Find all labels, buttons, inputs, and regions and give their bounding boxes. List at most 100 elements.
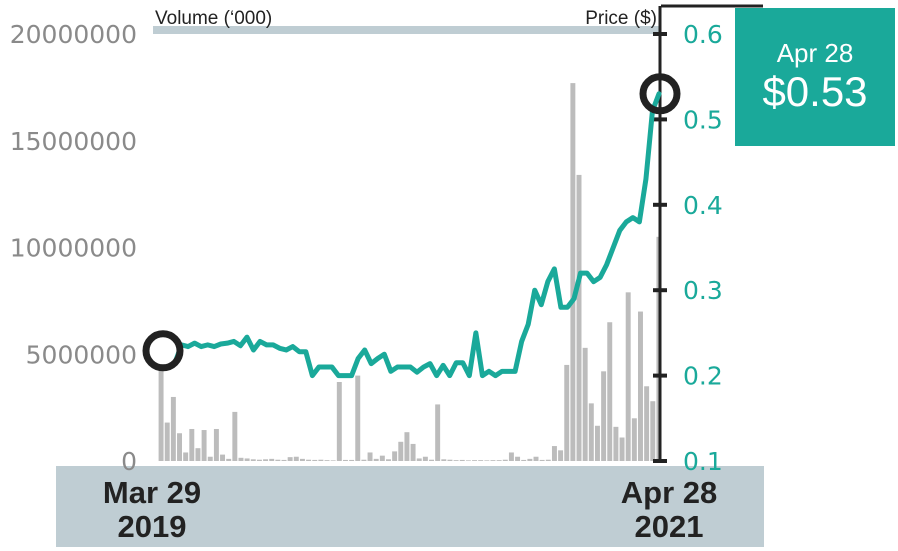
volume-bar	[564, 364, 570, 461]
start-marker	[142, 330, 184, 372]
volume-tick-label: 20000000	[10, 20, 137, 49]
volume-bar	[619, 437, 625, 461]
price-tick-label: 0.3	[683, 276, 723, 305]
volume-bar	[631, 418, 637, 461]
volume-bar	[588, 403, 594, 461]
volume-bar	[527, 458, 533, 461]
volume-bar	[398, 441, 404, 461]
end-date-label: Apr 28	[621, 475, 717, 510]
volume-bar	[293, 456, 299, 461]
volume-bar	[447, 459, 453, 461]
volume-bar	[207, 456, 213, 461]
volume-bar	[496, 460, 502, 461]
volume-bar	[582, 347, 588, 461]
volume-bar	[330, 460, 336, 461]
volume-bar	[459, 459, 465, 461]
volume-bar	[508, 452, 514, 461]
top-band	[153, 26, 661, 34]
volume-bar	[422, 456, 428, 461]
volume-axis-title: Volume (‘000)	[155, 8, 272, 29]
volume-bar	[650, 401, 656, 461]
volume-bar	[607, 322, 613, 461]
price-tick-label: 0.1	[683, 447, 723, 476]
volume-bar	[545, 459, 551, 461]
volume-bar	[183, 452, 189, 461]
volume-bar	[386, 459, 391, 461]
volume-bar	[558, 450, 564, 461]
volume-tick-label: 5000000	[26, 340, 137, 369]
price-tick-label: 0.2	[683, 362, 723, 391]
callout-price: $0.53	[762, 68, 867, 115]
volume-tick-label: 10000000	[10, 234, 137, 263]
volume-bar	[472, 460, 478, 461]
callout-date: Apr 28	[777, 38, 854, 68]
volume-bar	[551, 446, 557, 461]
volume-bar	[164, 422, 170, 461]
end-marker	[639, 73, 681, 115]
volume-bar	[195, 448, 201, 461]
volume-bar	[416, 458, 422, 461]
volume-bar	[625, 292, 631, 461]
price-axis: 0.1 0.2 0.3 0.4 0.5 0.6	[653, 6, 723, 476]
volume-bar	[299, 458, 305, 461]
price-tick-label: 0.6	[683, 20, 723, 49]
volume-tick-label: 0	[121, 447, 137, 476]
callout-box	[735, 8, 895, 146]
x-axis-band	[56, 466, 764, 547]
volume-bar	[361, 459, 367, 461]
volume-bar	[594, 425, 600, 461]
volume-bar	[570, 83, 576, 462]
price-axis-title: Price ($)	[585, 8, 657, 29]
volume-bar	[644, 386, 650, 461]
volume-bar	[201, 430, 207, 461]
volume-bar	[392, 451, 398, 461]
volume-bar	[465, 460, 471, 461]
volume-bar	[287, 457, 293, 461]
volume-bar	[638, 311, 643, 461]
volume-bar	[158, 367, 164, 461]
volume-bar	[336, 382, 342, 461]
volume-bar	[478, 460, 484, 461]
volume-bar	[521, 459, 527, 461]
volume-bar	[539, 459, 545, 461]
volume-bar	[220, 454, 226, 461]
volume-bar	[312, 459, 318, 461]
volume-bar	[177, 433, 182, 461]
volume-bar	[306, 459, 312, 461]
volume-bar	[379, 455, 385, 461]
volume-bar	[244, 458, 250, 461]
volume-bar	[226, 458, 232, 461]
volume-bar	[263, 459, 269, 461]
volume-bar	[342, 459, 348, 461]
volume-bar	[250, 459, 256, 461]
volume-bar	[490, 460, 496, 461]
volume-bar	[576, 174, 582, 461]
volume-bar	[349, 459, 355, 461]
volume-bar	[502, 459, 508, 461]
price-tick-label: 0.4	[683, 191, 723, 220]
volume-bar	[453, 460, 459, 461]
start-date-label: Mar 29	[103, 475, 201, 510]
volume-bar	[213, 428, 219, 461]
volume-bar	[318, 459, 324, 461]
volume-bar	[601, 371, 607, 461]
end-year-label: 2021	[635, 509, 704, 544]
volume-tick-label: 15000000	[10, 127, 137, 156]
volume-bar	[515, 456, 521, 461]
volume-bar	[324, 460, 330, 461]
volume-bar	[533, 456, 539, 461]
volume-bar	[269, 458, 275, 461]
volume-bar	[410, 443, 416, 461]
volume-bar	[189, 428, 195, 461]
volume-bar	[232, 411, 238, 461]
volume-bar	[275, 459, 281, 461]
volume-bar	[435, 404, 441, 461]
price-tick-label: 0.5	[683, 105, 723, 134]
volume-bar	[367, 452, 373, 461]
volume-bar	[238, 457, 244, 461]
volume-axis: 0 5000000 10000000 15000000 20000000	[10, 20, 137, 476]
volume-bar	[484, 460, 490, 461]
price-line	[172, 91, 662, 379]
volume-bar	[373, 458, 379, 461]
volume-bar	[170, 396, 176, 461]
